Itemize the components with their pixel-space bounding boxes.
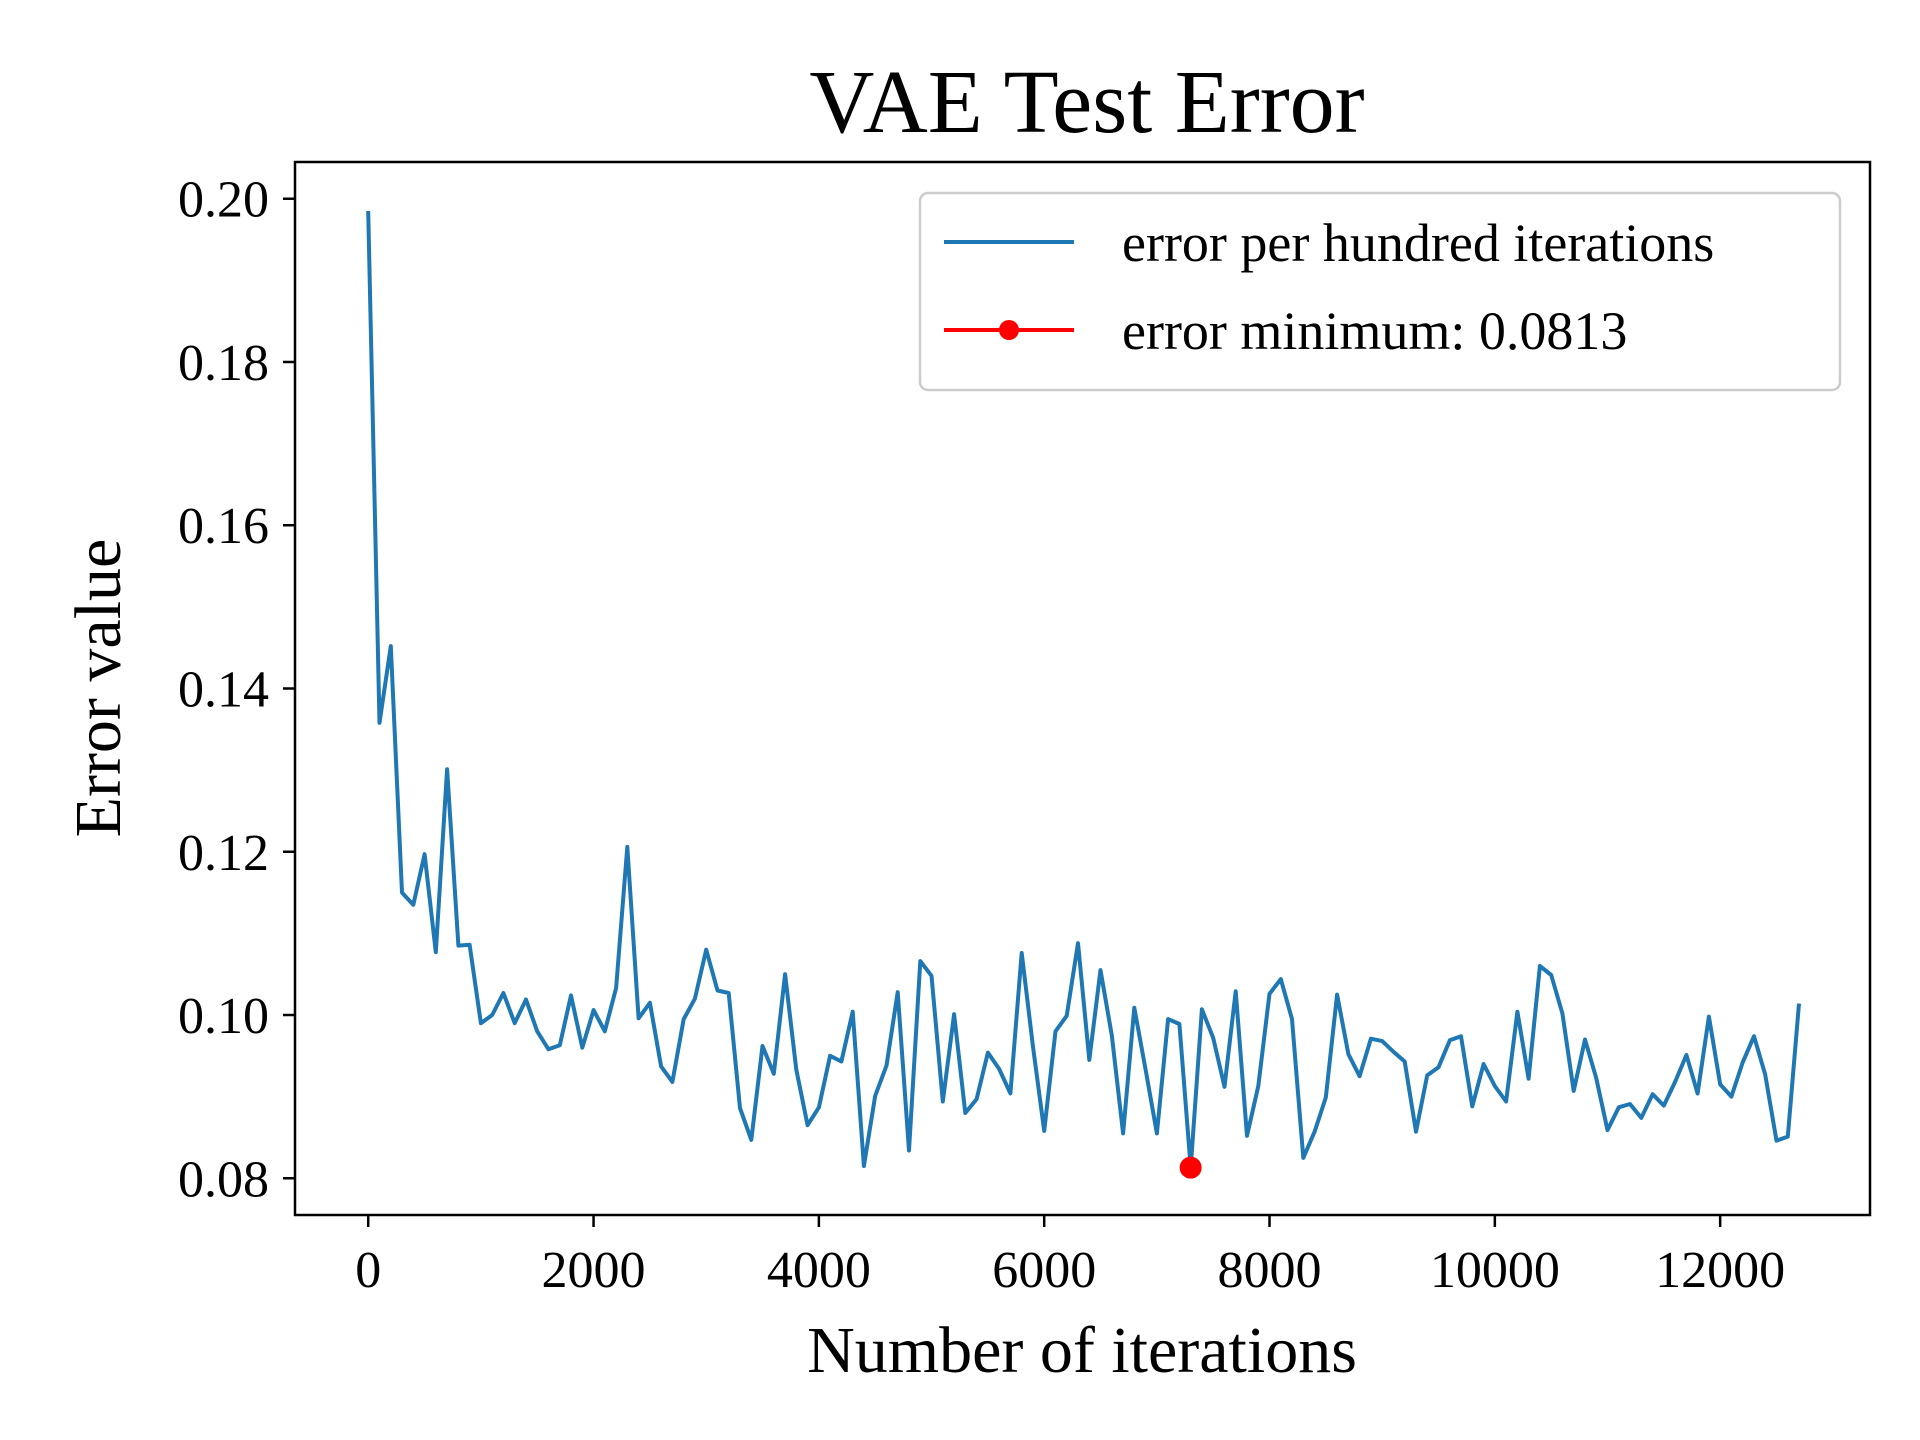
y-tick-label: 0.10 [178,988,269,1045]
x-axis-label: Number of iterations [807,1314,1357,1387]
y-tick-label: 0.18 [178,335,269,392]
series-layer [366,210,1801,1179]
y-axis-ticks: 0.08 0.10 0.12 0.14 0.16 0.18 0.20 [178,172,295,1208]
legend-box [918,191,1842,392]
legend-marker-minimum [999,320,1019,340]
x-tick-label: 12000 [1655,1242,1785,1299]
legend: error per hundred iterations error minim… [918,191,1842,392]
x-tick-label: 8000 [1218,1242,1322,1299]
chart-title: VAE Test Error [809,53,1364,152]
x-tick-label: 4000 [767,1242,871,1299]
minimum-point [1179,1156,1202,1179]
y-tick-label: 0.20 [178,172,269,229]
y-tick-label: 0.08 [178,1151,269,1208]
y-axis-label: Error value [62,539,135,838]
legend-label-series: error per hundred iterations [1122,213,1714,273]
x-tick-label: 6000 [992,1242,1096,1299]
x-axis-ticks: 0 2000 4000 6000 8000 10000 12000 [355,1215,1785,1299]
legend-label-minimum: error minimum: 0.0813 [1122,301,1627,361]
y-tick-label: 0.16 [178,498,269,555]
x-tick-label: 10000 [1430,1242,1560,1299]
y-tick-label: 0.14 [178,662,269,719]
series-line [366,210,1801,1170]
x-tick-label: 2000 [542,1242,646,1299]
x-tick-label: 0 [355,1242,381,1299]
y-tick-label: 0.12 [178,825,269,882]
